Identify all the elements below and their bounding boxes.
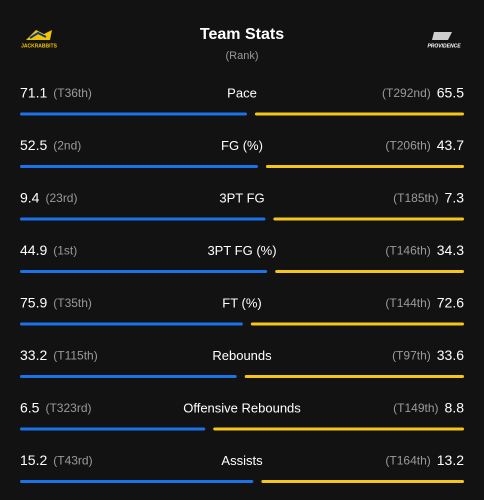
left-rank: (T115th) [53, 349, 97, 363]
left-value: 52.5 [20, 137, 47, 153]
left-value: 9.4 [20, 190, 40, 206]
left-rank: (T323rd) [45, 401, 91, 415]
stat-label: 3PT FG [219, 190, 264, 205]
stat-label: Assists [221, 453, 263, 468]
title: Team Stats [200, 26, 284, 43]
stat-label: FG (%) [221, 138, 263, 153]
left-bar [20, 322, 243, 326]
left-value: 44.9 [20, 242, 47, 258]
left-rank: (T35th) [53, 296, 92, 310]
right-value: 43.7 [437, 137, 464, 153]
subtitle: (Rank) [225, 50, 258, 62]
stat-label: Offensive Rebounds [183, 400, 301, 415]
right-rank: (T149th) [393, 401, 438, 415]
right-bar [273, 217, 464, 221]
stat-label: 3PT FG (%) [207, 243, 276, 258]
right-bar [275, 270, 464, 273]
left-rank: (T43rd) [53, 454, 92, 468]
right-rank: (T97th) [392, 349, 431, 363]
left-rank: (23rd) [45, 191, 77, 205]
right-rank: (T185th) [393, 191, 438, 205]
left-value: 71.1 [20, 85, 47, 101]
right-bar [250, 322, 464, 326]
right-bar [261, 480, 464, 483]
right-rank: (T206th) [385, 139, 430, 153]
left-value: 6.5 [20, 400, 40, 416]
right-value: 7.3 [445, 190, 465, 206]
right-bar [265, 165, 464, 168]
logo-text: PROVIDENCE [427, 43, 461, 49]
logo-shape [29, 31, 47, 39]
logo-shape [26, 30, 52, 40]
right-rank: (T144th) [385, 296, 430, 310]
right-value: 13.2 [437, 452, 464, 468]
left-value: 15.2 [20, 452, 47, 468]
left-bar [20, 480, 254, 483]
right-value: 34.3 [437, 242, 464, 258]
left-bar [20, 427, 206, 431]
right-value: 72.6 [437, 295, 464, 311]
stat-rows: 71.1 (T36th) Pace 65.5 (T292nd) 52.5 (2nd) FG (… [20, 85, 464, 483]
right-bar [244, 375, 464, 378]
right-value: 65.5 [437, 85, 464, 101]
right-rank: (T146th) [385, 244, 430, 258]
left-rank: (2nd) [53, 139, 81, 153]
left-value: 75.9 [20, 295, 47, 311]
right-value: 33.6 [437, 347, 464, 363]
right-rank: (T292nd) [382, 86, 431, 100]
right-value: 8.8 [445, 400, 465, 416]
left-bar [20, 375, 237, 378]
logo-shape [432, 32, 452, 40]
left-rank: (1st) [53, 244, 77, 258]
left-bar [20, 217, 266, 221]
left-value: 33.2 [20, 347, 47, 363]
left-bar [20, 165, 258, 168]
left-bar [20, 112, 247, 116]
right-bar [254, 112, 464, 116]
stat-label: FT (%) [222, 295, 261, 310]
logo-text: JACKRABBITS [21, 43, 58, 49]
stat-label: Pace [227, 85, 257, 100]
stat-label: Rebounds [212, 348, 272, 363]
left-logo: JACKRABBITS [21, 30, 58, 49]
right-bar [213, 427, 464, 431]
left-rank: (T36th) [53, 86, 92, 100]
right-rank: (T164th) [385, 454, 430, 468]
right-logo: PROVIDENCE [427, 32, 461, 49]
left-bar [20, 270, 268, 273]
